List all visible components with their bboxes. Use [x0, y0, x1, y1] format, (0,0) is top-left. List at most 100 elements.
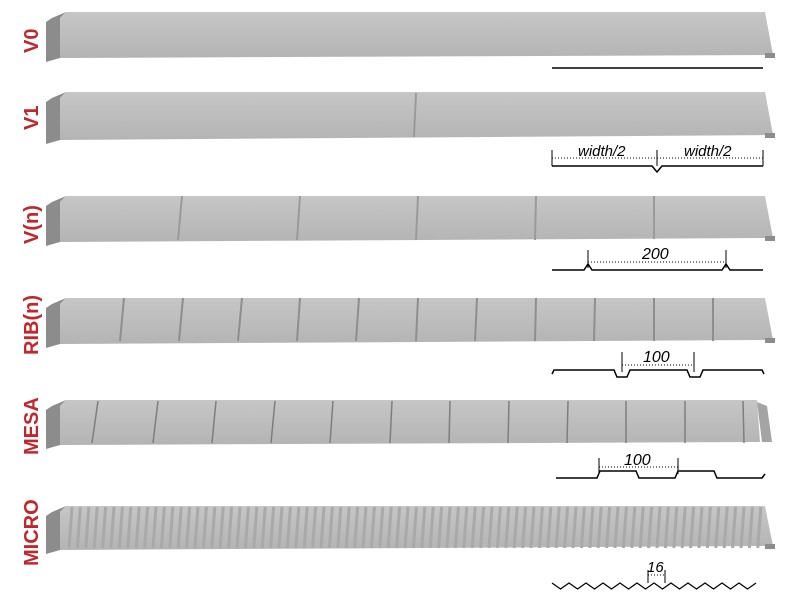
- micro-rib: [344, 506, 351, 549]
- panel-edge: [46, 12, 66, 62]
- micro-rib: [92, 506, 99, 549]
- micro-rib: [134, 506, 141, 549]
- micro-rib: [75, 506, 82, 549]
- panel-mesa-ridges: [91, 400, 745, 444]
- panel-row-v0: V0: [21, 12, 775, 69]
- panel-grooves: [177, 195, 655, 241]
- panel-edge: [46, 298, 66, 348]
- micro-rib: [596, 506, 603, 549]
- micro-rib: [571, 506, 578, 549]
- panel-tongue: [765, 236, 775, 241]
- micro-rib: [638, 506, 645, 549]
- profile-label-vn: V(n): [21, 205, 43, 244]
- micro-rib: [235, 506, 242, 549]
- profile-label-mesa: MESA: [21, 397, 43, 455]
- micro-rib: [512, 506, 519, 549]
- micro-rib: [613, 506, 620, 549]
- panel-row-vn: V(n) 200: [21, 195, 775, 271]
- micro-rib: [311, 506, 318, 549]
- micro-rib: [722, 506, 729, 549]
- micro-rib: [747, 506, 754, 549]
- profile-label-ribn: RIB(n): [21, 295, 43, 355]
- micro-rib: [101, 506, 108, 549]
- micro-rib: [126, 506, 133, 549]
- dimension-label: 16: [647, 559, 664, 576]
- panel-tongue: [765, 338, 775, 343]
- panel-row-v1: V1 width/2 width/2: [21, 92, 775, 174]
- micro-rib: [462, 506, 469, 549]
- micro-rib: [655, 506, 662, 549]
- dimension-label: 200: [641, 246, 669, 263]
- micro-rib: [420, 506, 427, 549]
- micro-rib: [428, 506, 435, 549]
- micro-rib: [504, 506, 511, 549]
- micro-rib: [739, 506, 746, 549]
- micro-rib: [563, 506, 570, 549]
- panel-tongue: [765, 544, 775, 549]
- micro-rib: [260, 506, 267, 549]
- micro-rib: [378, 506, 385, 549]
- profile-line-v1: [552, 165, 763, 174]
- micro-rib: [697, 506, 704, 549]
- micro-rib: [294, 506, 301, 549]
- micro-rib: [495, 506, 502, 549]
- micro-rib: [143, 506, 150, 549]
- micro-rib: [269, 506, 276, 549]
- panel-ribn: [46, 297, 775, 348]
- profile-line-micro: [551, 582, 757, 590]
- micro-rib: [386, 506, 393, 549]
- micro-rib: [705, 506, 712, 549]
- micro-rib: [395, 506, 402, 549]
- panel-groove: [413, 92, 417, 138]
- micro-rib: [689, 506, 696, 549]
- panel-micro-ribs: [67, 506, 763, 549]
- micro-rib: [529, 506, 536, 549]
- micro-rib: [630, 506, 637, 549]
- micro-rib: [67, 506, 74, 549]
- panel-v0: [46, 12, 775, 62]
- micro-rib: [411, 506, 418, 549]
- micro-rib: [151, 506, 158, 549]
- micro-rib: [159, 506, 166, 549]
- dimension-label: 100: [643, 349, 670, 366]
- micro-rib: [663, 506, 670, 549]
- micro-rib: [353, 506, 360, 549]
- micro-rib: [302, 506, 309, 549]
- dimension-label-right: width/2: [684, 143, 732, 160]
- profile-line-mesa: [556, 470, 766, 479]
- micro-rib: [336, 506, 343, 549]
- micro-rib: [479, 506, 486, 549]
- micro-rib: [193, 506, 200, 549]
- panel-face: [60, 12, 773, 58]
- dimension-label-left: width/2: [578, 143, 626, 160]
- dimension-vn: 200: [552, 246, 763, 271]
- dimension-mesa: 100: [556, 452, 766, 479]
- micro-rib: [185, 506, 192, 549]
- micro-rib: [470, 506, 477, 549]
- micro-rib: [277, 506, 284, 549]
- dimension-micro: 16: [551, 559, 757, 590]
- dimension-ribn: 100: [551, 349, 765, 378]
- micro-rib: [243, 506, 250, 549]
- profile-line-ribn: [551, 369, 765, 378]
- micro-rib: [210, 506, 217, 549]
- profile-line-vn: [552, 262, 763, 271]
- micro-rib: [252, 506, 259, 549]
- micro-rib: [453, 506, 460, 549]
- panel-micro: [46, 506, 775, 554]
- micro-rib: [680, 506, 687, 549]
- micro-rib: [588, 506, 595, 549]
- panel-edge: [46, 92, 66, 144]
- micro-rib: [731, 506, 738, 549]
- micro-rib: [605, 506, 612, 549]
- micro-rib: [647, 506, 654, 549]
- micro-rib: [579, 506, 586, 549]
- micro-rib: [554, 506, 561, 549]
- micro-rib: [109, 506, 116, 549]
- micro-rib: [227, 506, 234, 549]
- panel-edge: [46, 400, 66, 449]
- micro-rib: [714, 506, 721, 549]
- micro-rib: [621, 506, 628, 549]
- micro-rib: [176, 506, 183, 549]
- panel-v1: [46, 92, 775, 144]
